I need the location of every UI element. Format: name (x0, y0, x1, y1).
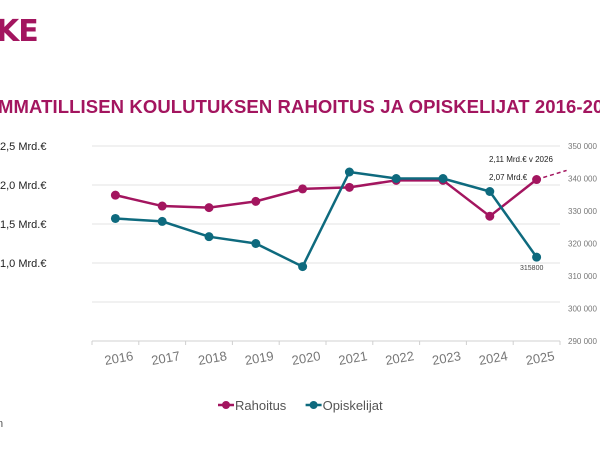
data-point-opiskelijat (391, 174, 401, 183)
projection-line (536, 169, 567, 181)
data-point-opiskelijat (157, 216, 167, 226)
right-axis-tick-label: 340 000 (568, 175, 597, 184)
series-line-rahoitus (115, 178, 538, 218)
x-tick-label: 2019 (244, 348, 275, 368)
right-axis-tick-label: 350 000 (568, 142, 597, 151)
data-point-opiskelijat (532, 252, 542, 262)
legend-marker-rahoitus (222, 401, 230, 409)
data-point-opiskelijat (298, 262, 308, 272)
x-tick-label: 2025 (525, 348, 556, 368)
left-axis-tick-label: 2,0 Mrd.€ (0, 180, 46, 192)
x-tick-label: 2016 (103, 348, 134, 368)
data-point-opiskelijat (110, 213, 120, 223)
data-point-opiskelijat (251, 239, 261, 248)
x-tick-label: 2020 (291, 348, 322, 368)
logo: KE (0, 14, 39, 49)
data-point-rahoitus (344, 182, 354, 192)
legend-label-rahoitus: Rahoitus (235, 398, 287, 413)
x-tick-label: 2017 (150, 348, 181, 368)
series-line-opiskelijat (115, 170, 538, 269)
data-point-rahoitus (251, 196, 261, 206)
x-tick-label: 2023 (431, 348, 462, 368)
left-axis-tick-label: 1,5 Mrd.€ (0, 219, 46, 231)
data-point-rahoitus (157, 201, 167, 211)
data-point-opiskelijat (438, 174, 448, 183)
left-axis-tick-label: 2,5 Mrd.€ (0, 141, 46, 153)
x-tick-label: 2018 (197, 348, 228, 368)
x-tick-label: 2022 (384, 348, 415, 368)
data-point-rahoitus (485, 211, 495, 221)
data-point-opiskelijat (344, 167, 354, 177)
data-point-opiskelijat (485, 187, 495, 196)
legend-label-opiskelijat: Opiskelijat (323, 398, 383, 413)
right-axis-tick-label: 330 000 (568, 207, 597, 216)
chart-title: MMATILLISEN KOULUTUKSEN RAHOITUS JA OPIS… (0, 96, 600, 117)
data-point-rahoitus (110, 190, 120, 200)
rahoitus-last-label: 2,07 Mrd.€ (489, 173, 528, 182)
data-point-rahoitus (204, 203, 214, 213)
right-axis-tick-label: 300 000 (568, 305, 597, 314)
legend-marker-opiskelijat (309, 401, 318, 409)
x-tick-label: 2024 (478, 348, 509, 368)
right-axis-tick-label: 290 000 (568, 337, 597, 346)
data-point-rahoitus (298, 184, 308, 194)
opiskelijat-last-label: 315800 (520, 265, 543, 272)
x-tick-label: 2021 (337, 348, 368, 368)
right-axis-tick-label: 320 000 (568, 240, 597, 249)
left-axis-tick-label: 1,0 Mrd.€ (0, 258, 46, 270)
forecast-label: 2,11 Mrd.€ v 2026 (489, 155, 553, 164)
right-axis-tick-label: 310 000 (568, 272, 597, 281)
data-point-opiskelijat (204, 232, 214, 242)
footer-note: n (0, 418, 4, 430)
